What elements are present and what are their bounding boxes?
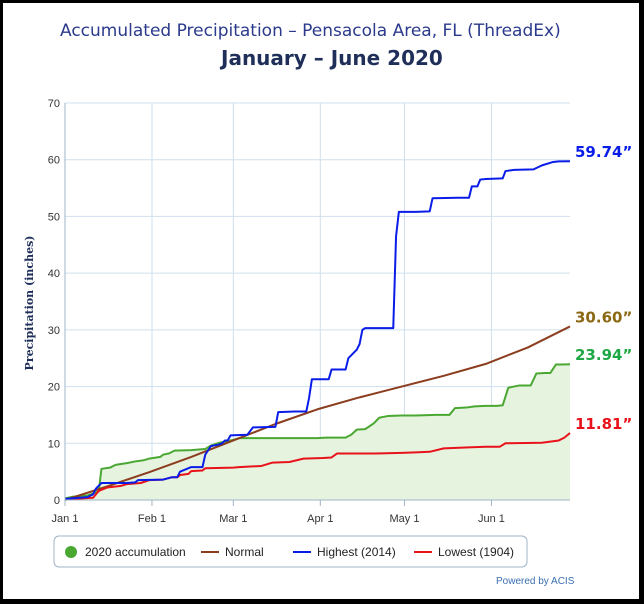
y-tick-label: 0 <box>54 495 60 507</box>
y-tick-label: 10 <box>48 438 60 450</box>
series-line-normal[interactable] <box>64 325 571 501</box>
y-tick-label: 50 <box>48 211 60 223</box>
x-tick-label: May 1 <box>389 513 419 525</box>
chart-frame: Accumulated Precipitation – Pensacola Ar… <box>3 3 639 599</box>
legend-dot-icon <box>65 546 77 558</box>
end-label-normal: 30.60” <box>575 308 632 326</box>
grid <box>65 102 570 500</box>
tick-labels: 0 10 20 30 40 50 60 70 Jan 1 Feb 1 Mar 1 Apr 1 May 1… <box>48 98 505 525</box>
series-line-lowest[interactable] <box>64 432 571 501</box>
legend-label: Normal <box>225 545 264 559</box>
chart-title: Accumulated Precipitation – Pensacola Ar… <box>60 21 561 41</box>
y-axis-label: Precipitation (inches) <box>23 236 36 371</box>
y-tick-label: 60 <box>48 155 60 167</box>
series-line-2020[interactable] <box>64 363 571 500</box>
x-tick-label: Feb 1 <box>138 513 166 525</box>
x-tick-label: Jun 1 <box>478 513 505 525</box>
legend-label: Lowest (1904) <box>438 545 514 559</box>
end-label-2020: 23.94” <box>575 346 632 364</box>
series-line-highest[interactable] <box>64 160 571 500</box>
series-lines <box>64 160 571 501</box>
legend: 2020 accumulation Normal Highest (2014) Low… <box>53 535 528 568</box>
end-label-highest: 59.74” <box>575 143 632 161</box>
legend-box <box>53 535 528 568</box>
y-tick-label: 40 <box>48 268 60 280</box>
end-label-lowest: 11.81” <box>575 415 632 433</box>
legend-item-highest[interactable]: Highest (2014) <box>293 545 396 559</box>
y-tick-label: 30 <box>48 325 60 337</box>
y-tick-label: 20 <box>48 382 60 394</box>
credit-text[interactable]: Powered by ACIS <box>496 576 575 587</box>
chart-subtitle: January – June 2020 <box>219 46 443 70</box>
legend-item-normal[interactable]: Normal <box>201 545 264 559</box>
series-area-2020 <box>65 364 570 500</box>
legend-label: 2020 accumulation <box>85 545 186 559</box>
legend-item-lowest[interactable]: Lowest (1904) <box>414 545 514 559</box>
x-tick-label: Jan 1 <box>52 513 79 525</box>
y-tick-label: 70 <box>48 98 60 110</box>
axes <box>64 103 570 506</box>
precipitation-chart: Accumulated Precipitation – Pensacola Ar… <box>23 21 632 587</box>
end-labels: 23.94” 30.60” 59.74” 11.81” <box>575 143 632 433</box>
legend-label: Highest (2014) <box>317 545 396 559</box>
legend-item-2020[interactable]: 2020 accumulation <box>65 545 186 559</box>
x-tick-label: Mar 1 <box>219 513 247 525</box>
area-layer <box>65 364 570 500</box>
x-tick-label: Apr 1 <box>307 513 333 525</box>
